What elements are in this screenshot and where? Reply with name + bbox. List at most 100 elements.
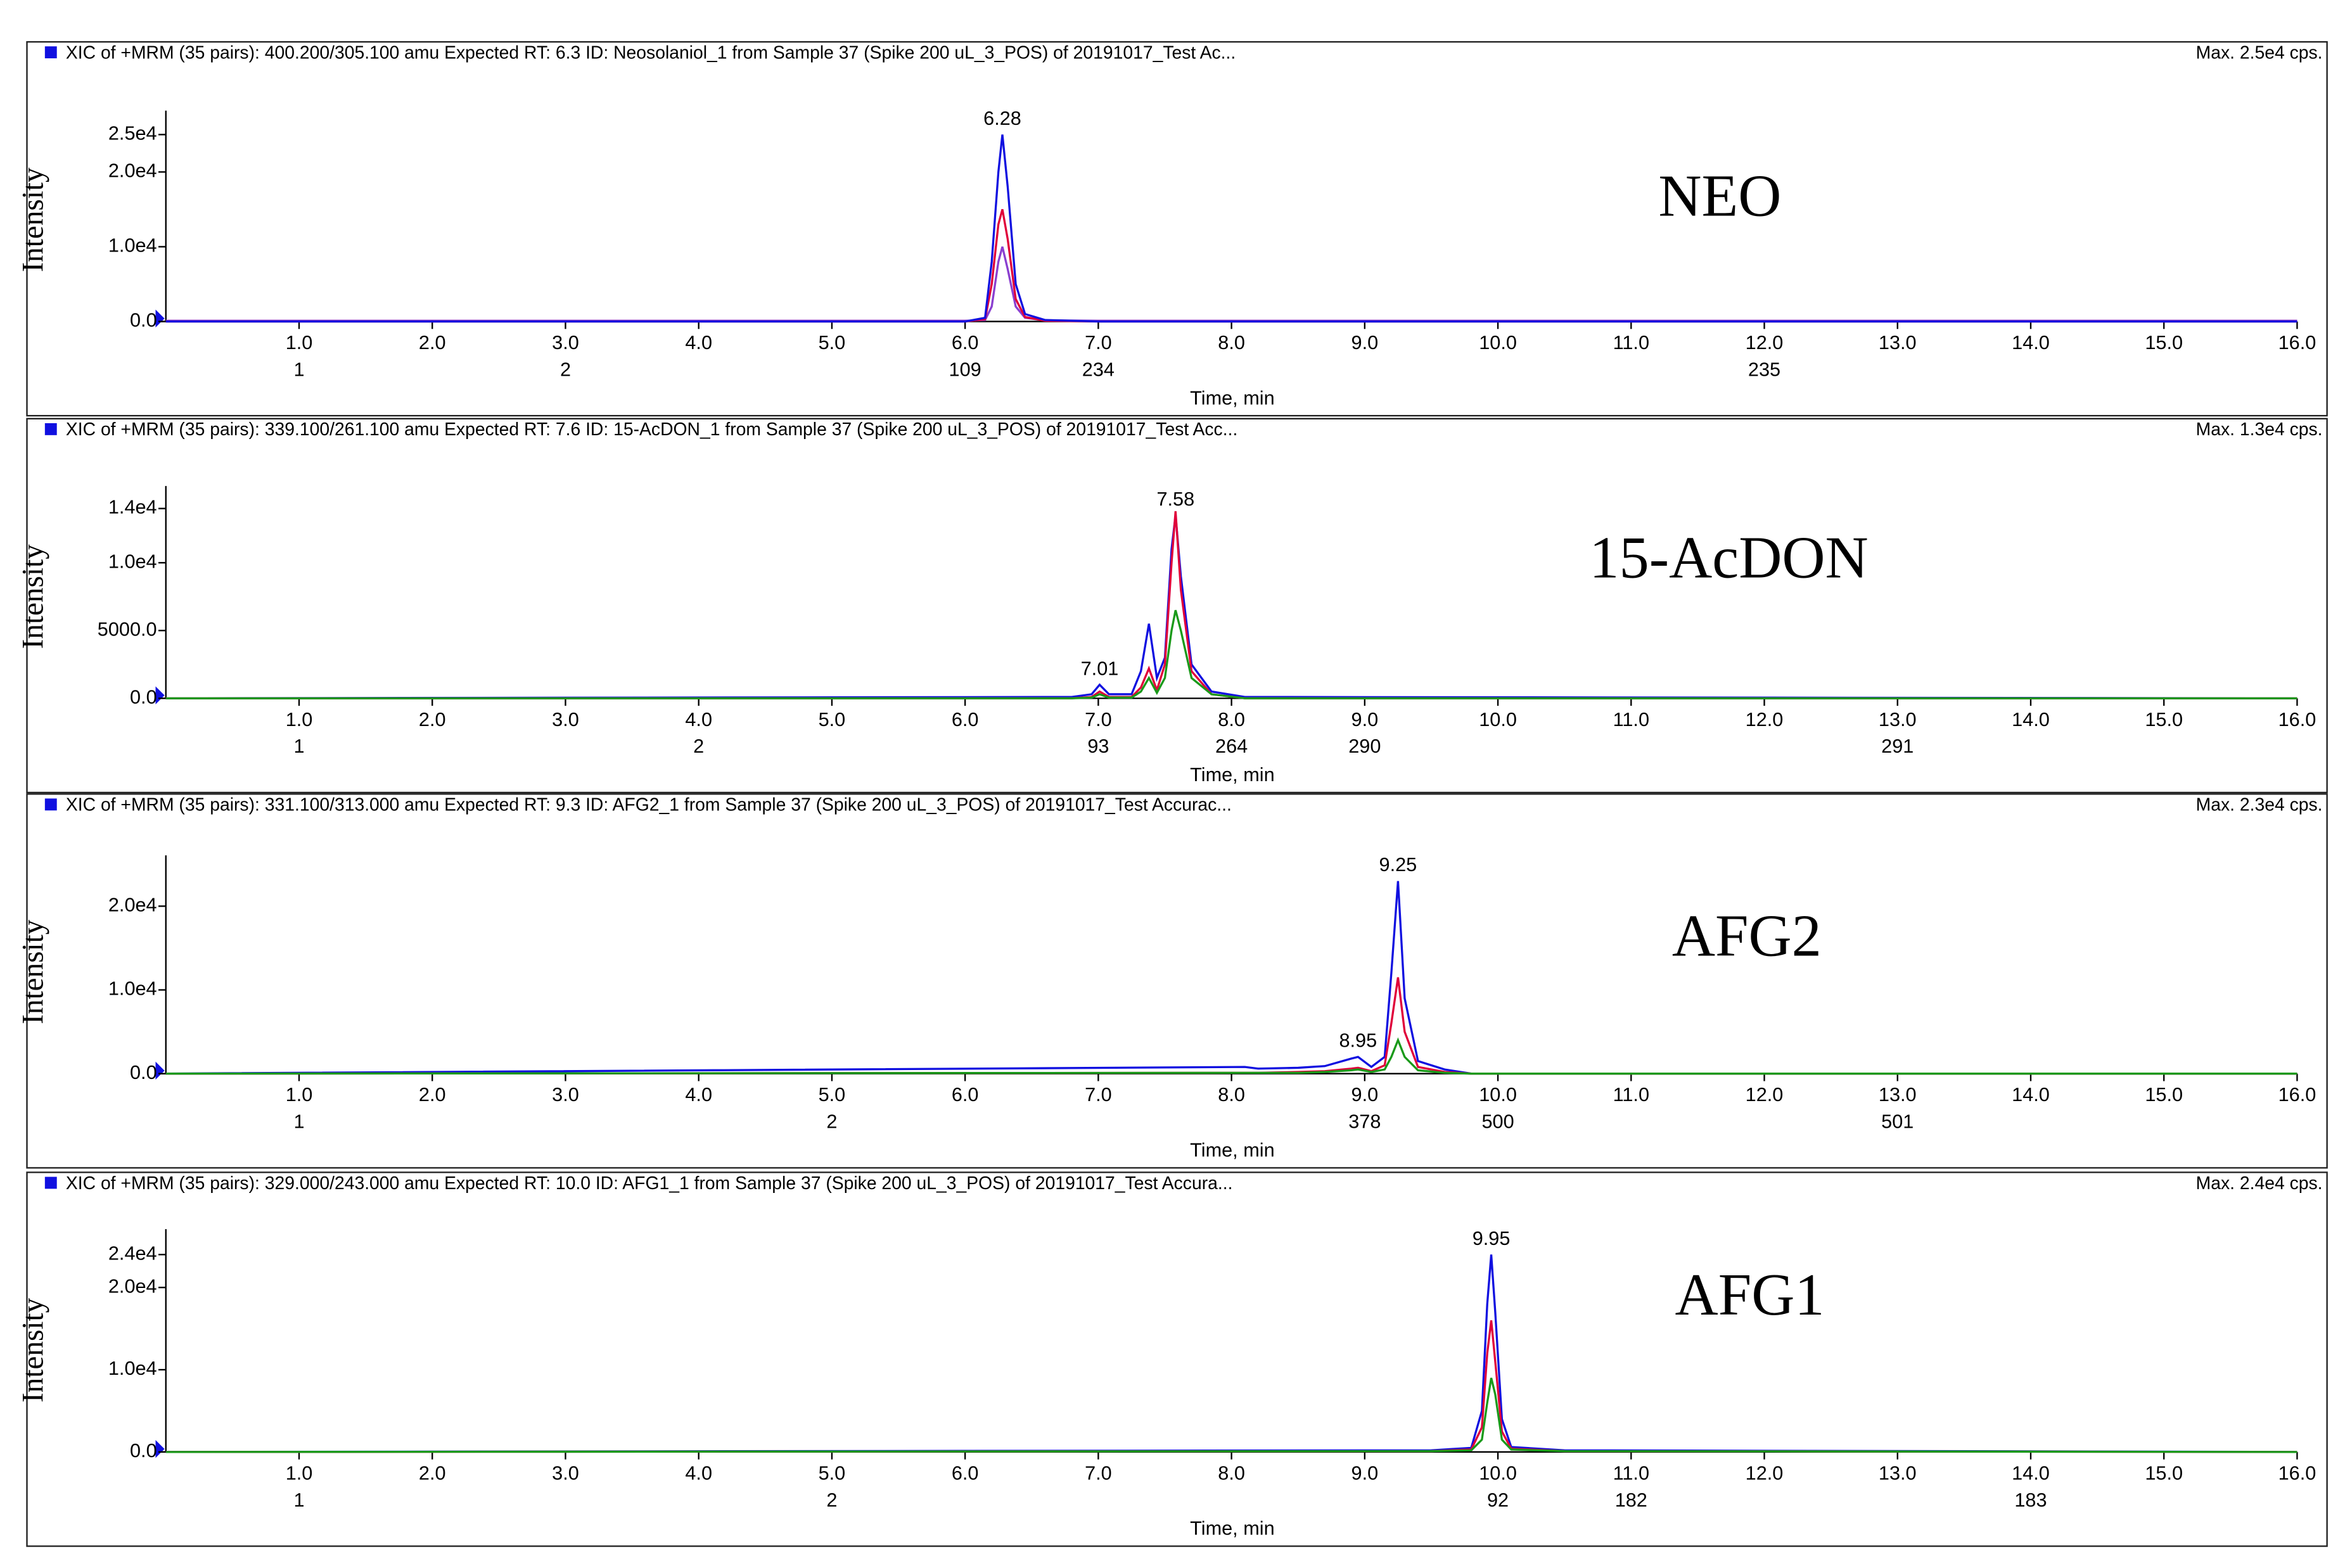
panel-frame — [26, 793, 2328, 1169]
trace — [165, 511, 2297, 699]
x-tick-label: 11.0 — [1613, 1462, 1649, 1484]
x-tick-label: 4.0 — [685, 708, 712, 730]
x-tick-label: 5.0 — [819, 708, 846, 730]
x-tick-label: 14.0 — [2012, 331, 2050, 354]
x-tick-label: 15.0 — [2145, 1462, 2183, 1484]
x-tick-label: 9.0 — [1351, 331, 1379, 354]
x-tick-label: 5.0 — [819, 1462, 846, 1484]
x-tick-label: 13.0 — [1879, 1083, 1917, 1106]
x-tick-label: 2.0 — [419, 331, 446, 354]
scan-tick-label: 2 — [693, 735, 704, 757]
x-tick-label: 10.0 — [1479, 1083, 1517, 1106]
scan-tick-label: 1 — [293, 1111, 304, 1133]
max-label: Max. 1.3e4 cps. — [2196, 419, 2323, 440]
peak-label: 7.58 — [1156, 488, 1194, 510]
scan-tick-label: 109 — [949, 358, 981, 380]
compound-label: 15-AcDON — [1589, 525, 1868, 591]
panel-title: XIC of +MRM (35 pairs): 400.200/305.100 … — [66, 42, 1236, 63]
x-tick-label: 12.0 — [1746, 1083, 1784, 1106]
x-tick-label: 10.0 — [1479, 1462, 1517, 1484]
x-tick-label: 9.0 — [1351, 1083, 1379, 1106]
x-tick-label: 6.0 — [952, 1462, 979, 1484]
scan-tick-label: 2 — [826, 1111, 837, 1133]
panel-frame — [26, 41, 2328, 417]
scan-tick-label: 92 — [1487, 1489, 1509, 1511]
x-tick-label: 16.0 — [2278, 1462, 2316, 1484]
scan-tick-label: 1 — [293, 358, 304, 380]
scan-tick-label: 183 — [2014, 1489, 2047, 1511]
x-tick-label: 6.0 — [952, 708, 979, 730]
x-tick-label: 1.0 — [286, 708, 313, 730]
trace — [165, 609, 2297, 699]
y-tick-label: 1.0e4 — [108, 1357, 157, 1379]
y-tick-label: 1.0e4 — [108, 978, 157, 1000]
x-tick-label: 10.0 — [1479, 708, 1517, 730]
x-tick-label: 11.0 — [1613, 708, 1649, 730]
scan-tick-label: 1 — [293, 735, 304, 757]
x-tick-label: 12.0 — [1746, 708, 1784, 730]
peak-label: 6.28 — [983, 107, 1021, 129]
y-tick-label: 0.0 — [130, 309, 157, 331]
origin-marker — [155, 309, 165, 328]
x-tick-label: 11.0 — [1613, 331, 1649, 354]
x-tick-label: 1.0 — [286, 1083, 313, 1106]
scan-tick-label: 182 — [1615, 1489, 1647, 1511]
x-tick-label: 2.0 — [419, 1462, 446, 1484]
origin-marker — [155, 1439, 165, 1458]
x-tick-label: 13.0 — [1879, 1462, 1917, 1484]
scan-tick-label: 235 — [1748, 358, 1780, 380]
x-tick-label: 4.0 — [685, 1462, 712, 1484]
trace — [165, 246, 2297, 322]
x-tick-label: 4.0 — [685, 331, 712, 354]
x-tick-label: 9.0 — [1351, 1462, 1379, 1484]
x-tick-label: 6.0 — [952, 331, 979, 354]
x-axis-label: Time, min — [1190, 763, 1275, 786]
panel-icon — [44, 423, 57, 435]
panel-frame — [26, 417, 2328, 794]
x-axis-label: Time, min — [1190, 386, 1275, 409]
x-tick-label: 14.0 — [2012, 1462, 2050, 1484]
compound-label: AFG2 — [1672, 903, 1822, 969]
x-tick-label: 3.0 — [552, 708, 579, 730]
x-tick-label: 7.0 — [1085, 1083, 1112, 1106]
x-tick-label: 4.0 — [685, 1083, 712, 1106]
scan-tick-label: 2 — [560, 358, 571, 380]
x-tick-label: 8.0 — [1218, 708, 1245, 730]
scan-tick-label: 264 — [1215, 735, 1248, 757]
x-tick-label: 5.0 — [819, 331, 846, 354]
panel-icon — [44, 1176, 57, 1189]
trace — [165, 209, 2297, 323]
y-tick-label: 2.5e4 — [108, 122, 157, 144]
y-tick-label: 5000.0 — [98, 618, 157, 640]
scan-tick-label: 291 — [1881, 735, 1914, 757]
x-tick-label: 1.0 — [286, 1462, 313, 1484]
x-tick-label: 7.0 — [1085, 708, 1112, 730]
peak-label: 9.95 — [1473, 1227, 1511, 1249]
y-tick-label: 2.0e4 — [108, 160, 157, 182]
x-tick-label: 8.0 — [1218, 1083, 1245, 1106]
x-tick-label: 12.0 — [1746, 1462, 1784, 1484]
x-tick-label: 14.0 — [2012, 1083, 2050, 1106]
panel-icon — [44, 798, 57, 811]
panel-title: XIC of +MRM (35 pairs): 331.100/313.000 … — [66, 795, 1232, 815]
x-tick-label: 16.0 — [2278, 331, 2316, 354]
max-label: Max. 2.4e4 cps. — [2196, 1173, 2323, 1194]
x-tick-label: 5.0 — [819, 1083, 846, 1106]
x-tick-label: 15.0 — [2145, 331, 2183, 354]
y-tick-label: 2.0e4 — [108, 893, 157, 915]
x-tick-label: 3.0 — [552, 331, 579, 354]
y-tick-label: 0.0 — [130, 685, 157, 708]
x-tick-label: 7.0 — [1085, 1462, 1112, 1484]
panel-frame — [26, 1171, 2328, 1547]
y-tick-label: 0.0 — [130, 1061, 157, 1083]
x-axis-label: Time, min — [1190, 1139, 1275, 1161]
scan-tick-label: 2 — [826, 1489, 837, 1511]
y-tick-label: 2.4e4 — [108, 1242, 157, 1264]
trace — [165, 1254, 2297, 1453]
scan-tick-label: 378 — [1348, 1111, 1381, 1133]
panel-title: XIC of +MRM (35 pairs): 339.100/261.100 … — [66, 419, 1237, 440]
max-label: Max. 2.3e4 cps. — [2196, 795, 2323, 815]
x-tick-label: 13.0 — [1879, 331, 1917, 354]
scan-tick-label: 501 — [1881, 1111, 1914, 1133]
